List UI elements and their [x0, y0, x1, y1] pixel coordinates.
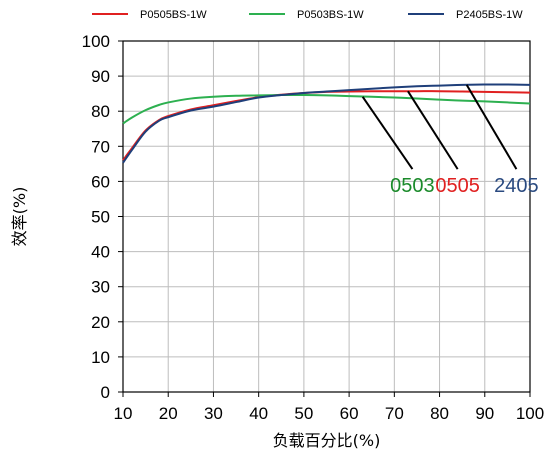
legend-label: P2405BS-1W — [456, 9, 523, 21]
legend: P0505BS-1W P0503BS-1W P2405BS-1W — [92, 9, 523, 21]
series-line-p0503bs-1w — [122, 94, 531, 125]
x-tick-label: 10 — [114, 404, 133, 423]
x-tick-label: 100 — [516, 404, 544, 423]
y-tick-label: 70 — [91, 137, 110, 156]
x-axis-ticks: 10 20 30 40 50 60 70 80 90 100 — [114, 392, 544, 423]
annotation-leader-line — [361, 96, 414, 170]
grid — [123, 41, 530, 392]
x-tick-label: 20 — [159, 404, 178, 423]
annotation-label: 0503 — [390, 175, 435, 197]
y-tick-label: 90 — [91, 67, 110, 86]
annotation-label: 2405 — [494, 175, 539, 197]
x-tick-label: 90 — [475, 404, 494, 423]
y-tick-label: 100 — [82, 32, 110, 51]
y-tick-label: 80 — [91, 102, 110, 121]
y-axis-label: 效率(%) — [10, 187, 29, 247]
x-axis-label: 负载百分比(%) — [273, 431, 381, 450]
series-lines — [122, 83, 531, 164]
y-tick-label: 30 — [91, 278, 110, 297]
y-tick-label: 0 — [101, 383, 110, 402]
series-line-p2405bs-1w — [122, 83, 531, 164]
legend-label: P0505BS-1W — [140, 9, 207, 21]
y-tick-label: 50 — [91, 208, 110, 227]
y-tick-label: 10 — [91, 348, 110, 367]
legend-label: P0503BS-1W — [297, 9, 364, 21]
y-tick-label: 40 — [91, 243, 110, 262]
x-tick-label: 60 — [340, 404, 359, 423]
x-tick-label: 30 — [204, 404, 223, 423]
y-tick-label: 20 — [91, 313, 110, 332]
y-axis-ticks: 0 10 20 30 40 50 60 70 80 90 100 — [82, 32, 123, 402]
y-tick-label: 60 — [91, 172, 110, 191]
x-tick-label: 80 — [430, 404, 449, 423]
x-tick-label: 70 — [385, 404, 404, 423]
annotations: 0503 0505 2405 — [361, 84, 539, 197]
annotation-label: 0505 — [435, 175, 480, 197]
annotation-leader-line — [407, 90, 459, 170]
x-tick-label: 40 — [249, 404, 268, 423]
x-tick-label: 50 — [294, 404, 313, 423]
annotation-leader-line — [465, 84, 518, 170]
